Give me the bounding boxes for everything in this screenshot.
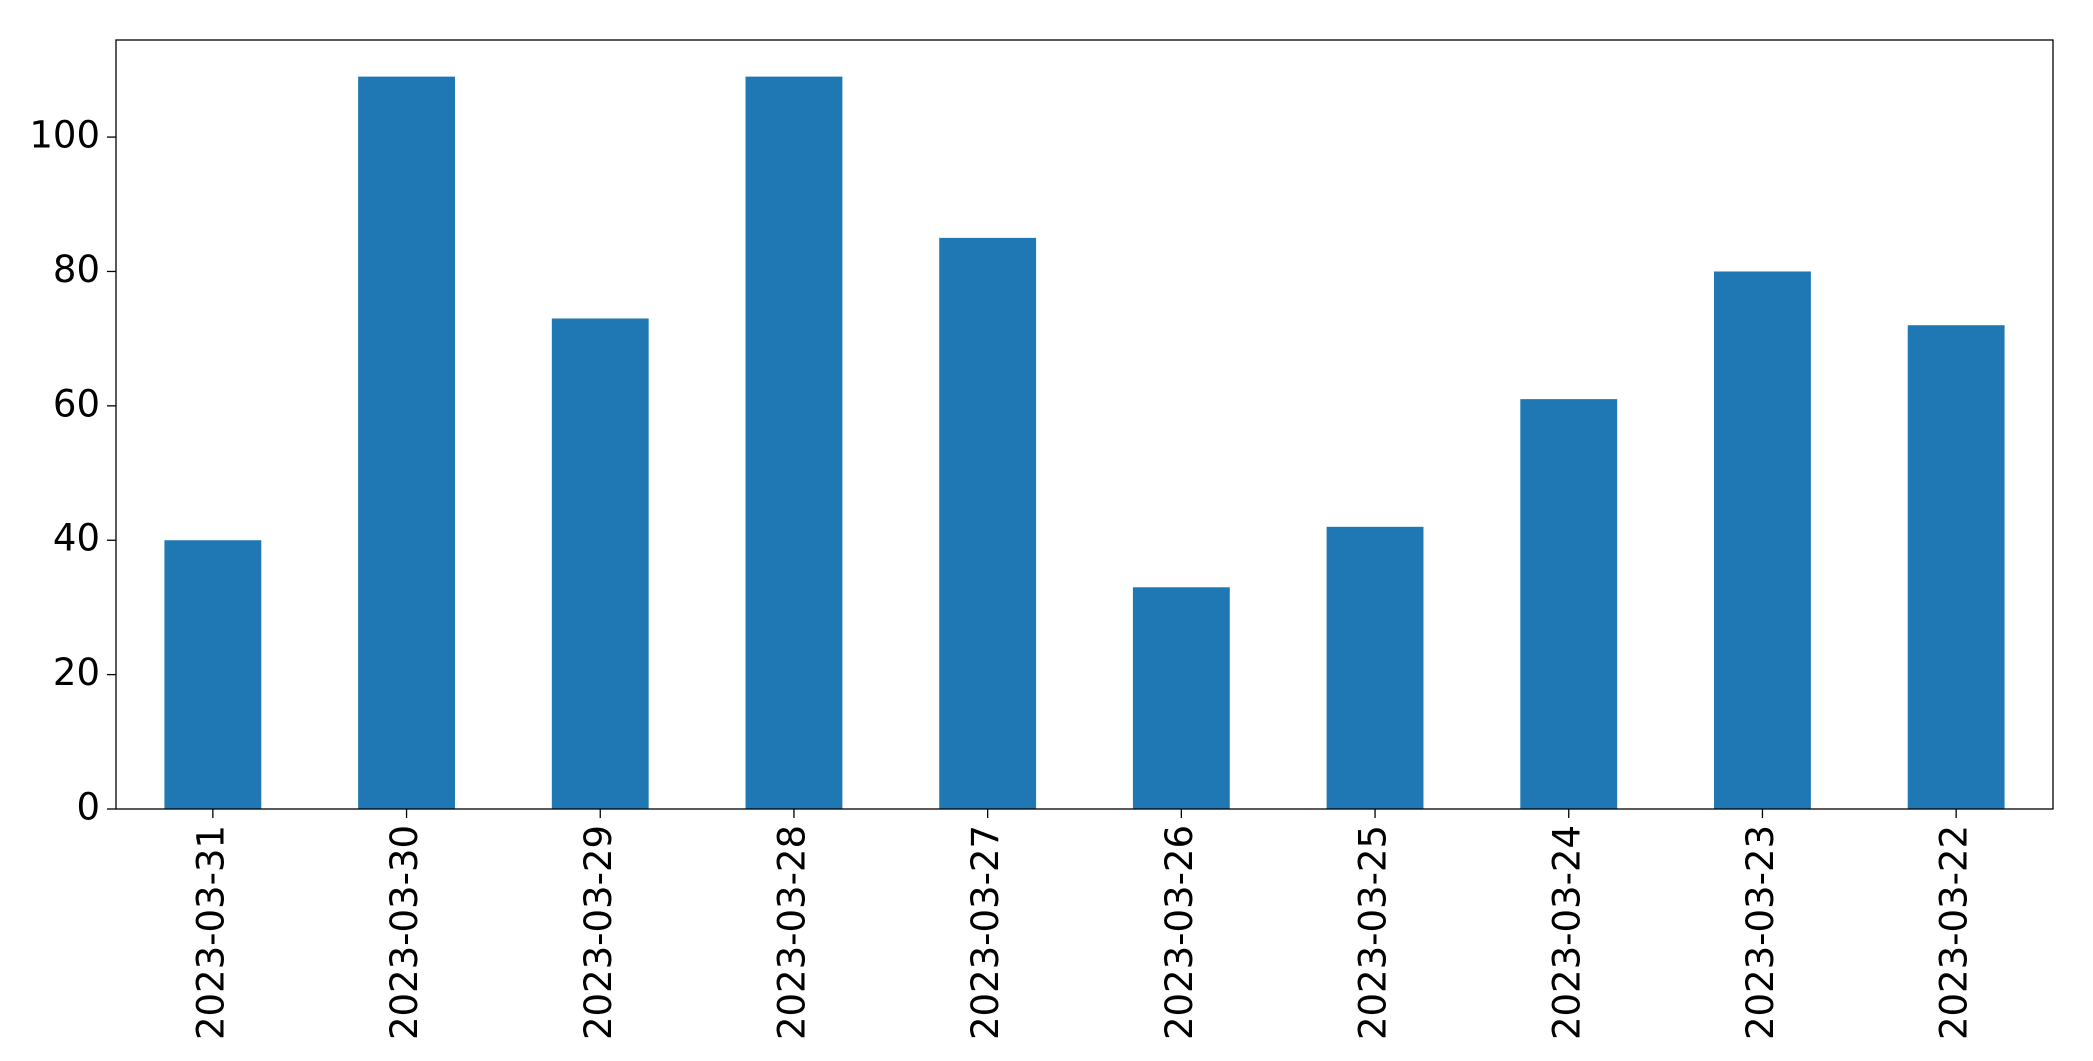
bar <box>1326 526 1424 809</box>
bar <box>1520 399 1618 809</box>
x-tick-label: 2023-03-22 <box>1933 825 1976 1040</box>
x-tick-label: 2023-03-23 <box>1739 825 1782 1040</box>
bar <box>1132 587 1230 809</box>
bar <box>939 237 1037 809</box>
bar <box>1907 325 2005 809</box>
bar <box>164 540 262 809</box>
y-tick-label: 60 <box>53 382 100 425</box>
x-tick-label: 2023-03-28 <box>770 825 813 1040</box>
x-tick-label: 2023-03-30 <box>383 825 426 1040</box>
y-tick-label: 20 <box>53 651 100 694</box>
bar <box>551 318 649 809</box>
bar <box>745 76 843 810</box>
y-tick-label: 40 <box>53 517 100 560</box>
y-tick-label: 0 <box>76 786 100 829</box>
x-tick-label: 2023-03-31 <box>189 825 232 1040</box>
y-tick-label: 80 <box>53 248 100 291</box>
x-tick-label: 2023-03-26 <box>1158 825 1201 1040</box>
x-tick-label: 2023-03-24 <box>1545 825 1588 1040</box>
axes-frame <box>115 39 2054 810</box>
x-tick-label: 2023-03-29 <box>577 825 620 1040</box>
x-tick-label: 2023-03-25 <box>1352 825 1395 1040</box>
bar <box>1714 271 1811 810</box>
y-tick-label: 100 <box>29 114 100 157</box>
bar <box>358 76 455 810</box>
x-tick-label: 2023-03-27 <box>964 825 1007 1040</box>
